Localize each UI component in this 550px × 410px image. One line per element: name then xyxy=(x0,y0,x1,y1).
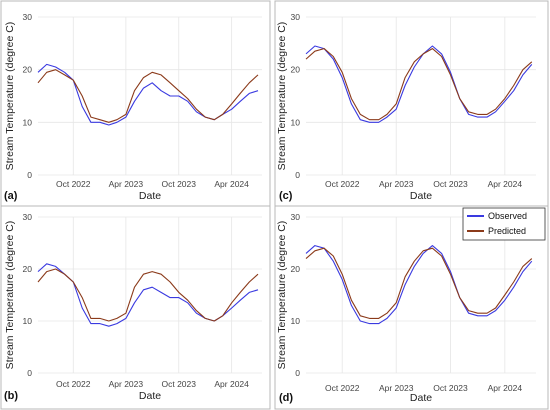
panel-b-predicted-line xyxy=(37,268,259,322)
panel-b: 0 10 20 30 Oct 2022 Apr 2023 Oct 2023 Apr 2024 S… xyxy=(4,212,262,402)
legend-observed-label: Observed xyxy=(488,211,527,221)
panel-b-ylabel: Stream Temperature (degree C) xyxy=(4,221,16,370)
panel-a-frame xyxy=(0,0,271,207)
panel-a: 0 10 20 30 Oct 2022 Apr 2023 Oct 2023 Apr 2024 S… xyxy=(4,12,262,202)
panel-d-ytick-label: 20 xyxy=(291,264,301,274)
panel-d-predicted-line xyxy=(305,247,533,319)
panel-d-ylabel: Stream Temperature (degree C) xyxy=(276,221,288,370)
panel-d-xtick-label: Oct 2022 xyxy=(325,383,360,393)
panel-a-label: (a) xyxy=(4,190,18,202)
panel-b-xlabel: Date xyxy=(139,390,161,402)
panel-c-label: (c) xyxy=(279,190,293,202)
panel-c-ytick-label: 20 xyxy=(291,65,301,75)
panel-d-xtick-label: Apr 2023 xyxy=(379,383,414,393)
panel-a-xtick-label: Oct 2022 xyxy=(56,179,91,189)
panel-d-xtick-label: Apr 2024 xyxy=(488,383,523,393)
panel-a-ytick-label: 20 xyxy=(23,65,33,75)
panel-c-observed-line xyxy=(305,45,533,123)
panel-d: 0 10 20 30 Oct 2022 Apr 2023 Oct 2023 Apr 2024 S… xyxy=(276,212,536,404)
panel-d-xlabel: Date xyxy=(410,392,432,404)
panel-a-ytick-label: 30 xyxy=(23,12,33,22)
panel-d-ytick-label: 30 xyxy=(291,212,301,222)
panel-d-ytick-label: 10 xyxy=(291,316,301,326)
panel-a-xlabel: Date xyxy=(139,190,161,202)
panel-a-ytick-label: 10 xyxy=(23,117,33,127)
panel-a-predicted-line xyxy=(37,69,259,123)
panel-c-predicted-line xyxy=(305,48,533,121)
panel-d-xtick-label: Oct 2023 xyxy=(433,383,468,393)
panel-a-xtick-label: Apr 2024 xyxy=(214,179,249,189)
panel-b-ytick-label: 10 xyxy=(23,316,33,326)
panel-b-xtick-label: Oct 2022 xyxy=(56,379,91,389)
panel-d-ytick-label: 0 xyxy=(295,368,300,378)
panel-a-xtick-label: Apr 2023 xyxy=(109,179,144,189)
panel-c-xlabel: Date xyxy=(410,190,432,202)
panel-c-ytick-label: 0 xyxy=(295,170,300,180)
panel-c-ytick-label: 10 xyxy=(291,117,301,127)
panel-b-xtick-label: Apr 2023 xyxy=(109,379,144,389)
panel-c-xtick-label: Apr 2024 xyxy=(488,179,523,189)
panel-c-xtick-label: Apr 2023 xyxy=(379,179,414,189)
panel-b-xtick-label: Apr 2024 xyxy=(214,379,249,389)
panel-b-ytick-label: 0 xyxy=(27,368,32,378)
panel-b-xtick-label: Oct 2023 xyxy=(162,379,197,389)
panel-b-frame xyxy=(0,205,271,410)
panel-a-ylabel: Stream Temperature (degree C) xyxy=(4,22,16,171)
panel-b-label: (b) xyxy=(4,390,18,402)
legend-box xyxy=(462,207,546,241)
panel-a-xtick-label: Oct 2023 xyxy=(162,179,197,189)
panel-c: 0 10 20 30 Oct 2022 Apr 2023 Oct 2023 Apr 2024 S… xyxy=(276,12,536,202)
panel-d-observed-line xyxy=(305,245,533,325)
panel-d-label: (d) xyxy=(279,392,293,404)
legend: Observed Predicted xyxy=(462,207,546,241)
panel-b-ytick-label: 30 xyxy=(23,212,33,222)
panel-c-ytick-label: 30 xyxy=(291,12,301,22)
panel-c-xtick-label: Oct 2023 xyxy=(433,179,468,189)
panel-a-ytick-label: 0 xyxy=(27,170,32,180)
legend-predicted-label: Predicted xyxy=(488,226,526,236)
panel-c-xtick-label: Oct 2022 xyxy=(325,179,360,189)
panel-b-ytick-label: 20 xyxy=(23,264,33,274)
panel-c-ylabel: Stream Temperature (degree C) xyxy=(276,22,288,171)
